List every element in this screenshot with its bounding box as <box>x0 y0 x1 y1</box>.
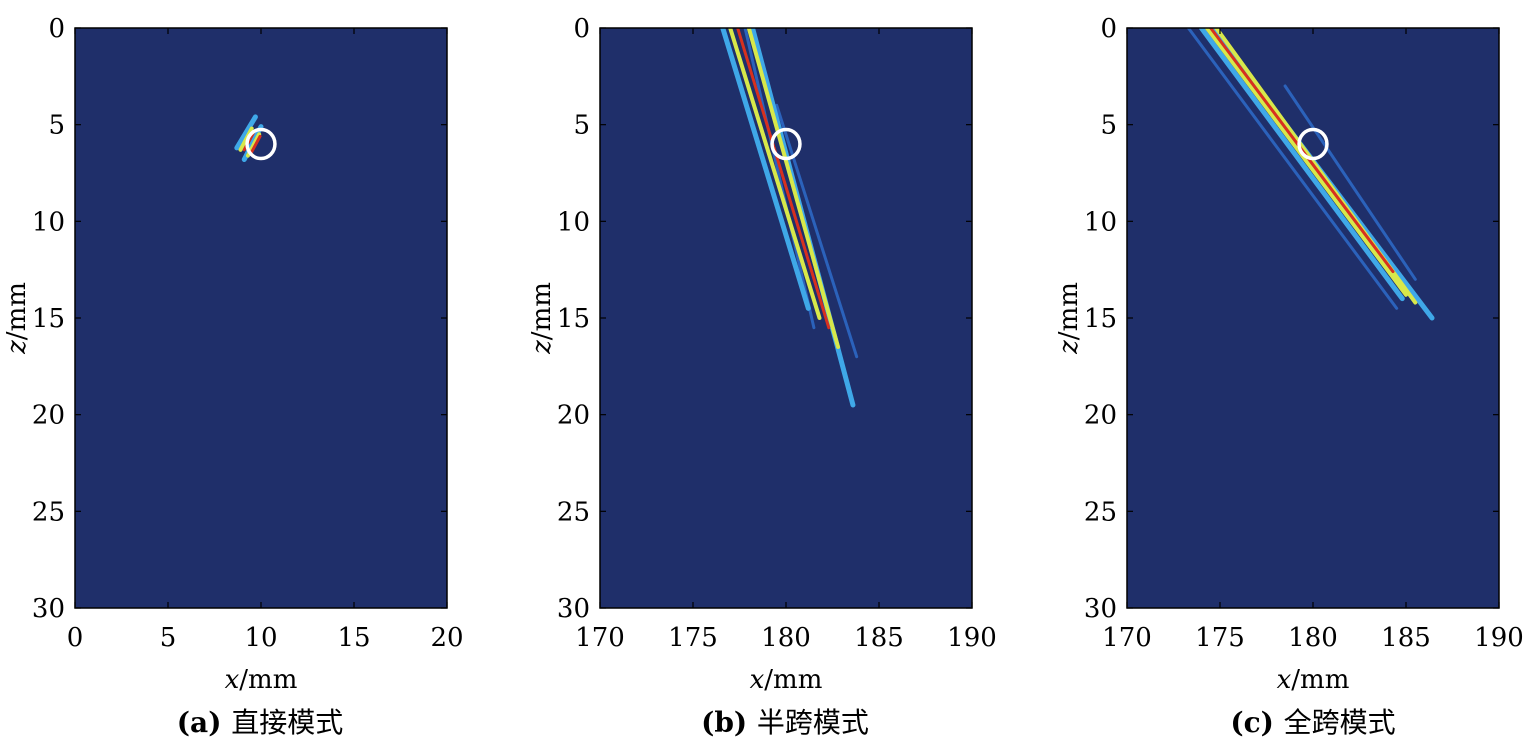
x-tick-label-a: 15 <box>337 623 370 653</box>
y-axis-label-a: z/mm <box>2 282 32 355</box>
panel-a: 0 5 10 15 20 0 5 10 15 20 25 30 x/mm z/mm (a) 直接模式 <box>2 14 464 739</box>
panel-caption-c: (c) 全跨模式 <box>1230 706 1395 739</box>
y-axis-label-b: z/mm <box>527 282 557 355</box>
y-tick-label-b: 30 <box>557 594 590 624</box>
y-tick-label-b: 0 <box>573 14 590 44</box>
defect-marker-circle-a <box>245 127 277 161</box>
beam-outer-c-0 <box>1198 28 1405 302</box>
beam-mid-b-1 <box>746 28 841 349</box>
x-axis-label-a: x/mm <box>225 665 298 695</box>
x-tick-label-b: 170 <box>575 623 625 653</box>
plot-area-a <box>75 28 447 608</box>
x-tick-label-c: 180 <box>1288 623 1338 653</box>
beam-group-b <box>720 28 859 408</box>
beam-faint-b-0 <box>743 28 816 330</box>
y-tick-label-c: 0 <box>1100 14 1117 44</box>
y-tick-label-b: 5 <box>573 111 590 141</box>
y-tick-label-a: 0 <box>48 14 65 44</box>
y-tick-label-a: 15 <box>32 304 65 334</box>
x-axis-label-c: x/mm <box>1277 665 1350 695</box>
y-tick-label-c: 20 <box>1084 401 1117 431</box>
defect-marker-circle-b <box>770 127 802 161</box>
x-tick-label-c: 175 <box>1195 623 1245 653</box>
beam-outer-a-0 <box>234 114 258 151</box>
x-tick-label-b: 175 <box>668 623 718 653</box>
y-axis-label-c: z/mm <box>1054 282 1084 355</box>
y-tick-label-a: 30 <box>32 594 65 624</box>
x-tick-label-a: 20 <box>430 623 463 653</box>
defect-marker-circle-c <box>1297 127 1329 161</box>
y-tick-label-c: 15 <box>1084 304 1117 334</box>
beam-core-a-1 <box>249 134 262 156</box>
panel-c: 170 175 180 185 190 0 5 10 15 20 25 30 x/mm z/mm (c) 全… <box>1054 14 1524 739</box>
panel-b: 170 175 180 185 190 0 5 10 15 20 25 30 x/mm z/mm (b) 半… <box>527 14 997 739</box>
panel-caption-a: (a) 直接模式 <box>177 706 343 739</box>
beam-mid-b-0 <box>728 28 822 320</box>
y-tick-label-c: 30 <box>1084 594 1117 624</box>
x-tick-label-b: 190 <box>947 623 997 653</box>
y-tick-label-c: 5 <box>1100 111 1117 141</box>
panel-caption-b: (b) 半跨模式 <box>701 706 869 739</box>
x-tick-label-b: 185 <box>854 623 904 653</box>
plot-area-b <box>600 28 972 608</box>
x-tick-label-a: 5 <box>160 623 177 653</box>
y-tick-label-a: 5 <box>48 111 65 141</box>
beam-outer-b-0 <box>720 28 811 311</box>
beam-faint-c-0 <box>1186 28 1399 310</box>
beam-mid-c-0 <box>1204 28 1408 297</box>
y-tick-label-c: 10 <box>1084 207 1117 237</box>
beam-faint-c-1 <box>1283 84 1417 281</box>
y-tick-label-c: 25 <box>1084 497 1117 527</box>
x-tick-label-c: 170 <box>1102 623 1152 653</box>
y-tick-label-a: 10 <box>32 207 65 237</box>
y-tick-label-b: 10 <box>557 207 590 237</box>
y-tick-label-a: 20 <box>32 401 65 431</box>
y-tick-label-b: 20 <box>557 401 590 431</box>
beam-group-c <box>1186 28 1435 321</box>
x-tick-label-c: 185 <box>1381 623 1431 653</box>
y-tick-label-b: 25 <box>557 497 590 527</box>
plot-area-c <box>1127 28 1499 608</box>
x-tick-label-a: 10 <box>244 623 277 653</box>
x-tick-label-a: 0 <box>67 623 84 653</box>
y-tick-label-a: 25 <box>32 497 65 527</box>
y-tick-label-b: 15 <box>557 304 590 334</box>
x-tick-label-c: 190 <box>1474 623 1524 653</box>
x-tick-label-b: 180 <box>761 623 811 653</box>
beam-faint-b-1 <box>775 103 859 359</box>
x-axis-label-b: x/mm <box>750 665 823 695</box>
beam-core-b-0 <box>736 28 831 330</box>
